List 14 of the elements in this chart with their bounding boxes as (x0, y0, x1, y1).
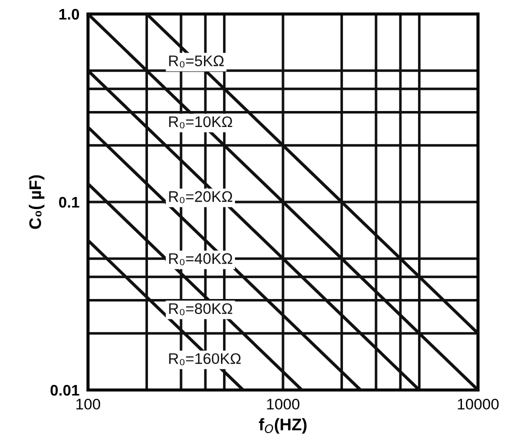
y-tick-label: 0.1 (59, 196, 80, 208)
x-tick-label: 10000 (458, 398, 499, 410)
y-axis-title: C₀( µF) (28, 175, 44, 229)
series-label: R₀=20KΩ (169, 191, 232, 204)
y-tick-label: 1.0 (59, 8, 80, 20)
series-label: R₀=5KΩ (169, 55, 224, 68)
series-label: R₀=80KΩ (169, 303, 232, 316)
series-label: R₀=10KΩ (169, 116, 232, 128)
x-tick-label: 100 (76, 398, 100, 410)
x-axis-title: f$_{O}$(HZ) (258, 418, 307, 434)
x-tick-label: 1000 (267, 398, 300, 410)
series-label: R₀=160KΩ (169, 353, 241, 366)
y-tick-label: 0.01 (50, 384, 80, 396)
series-label: R₀=40KΩ (169, 253, 232, 266)
